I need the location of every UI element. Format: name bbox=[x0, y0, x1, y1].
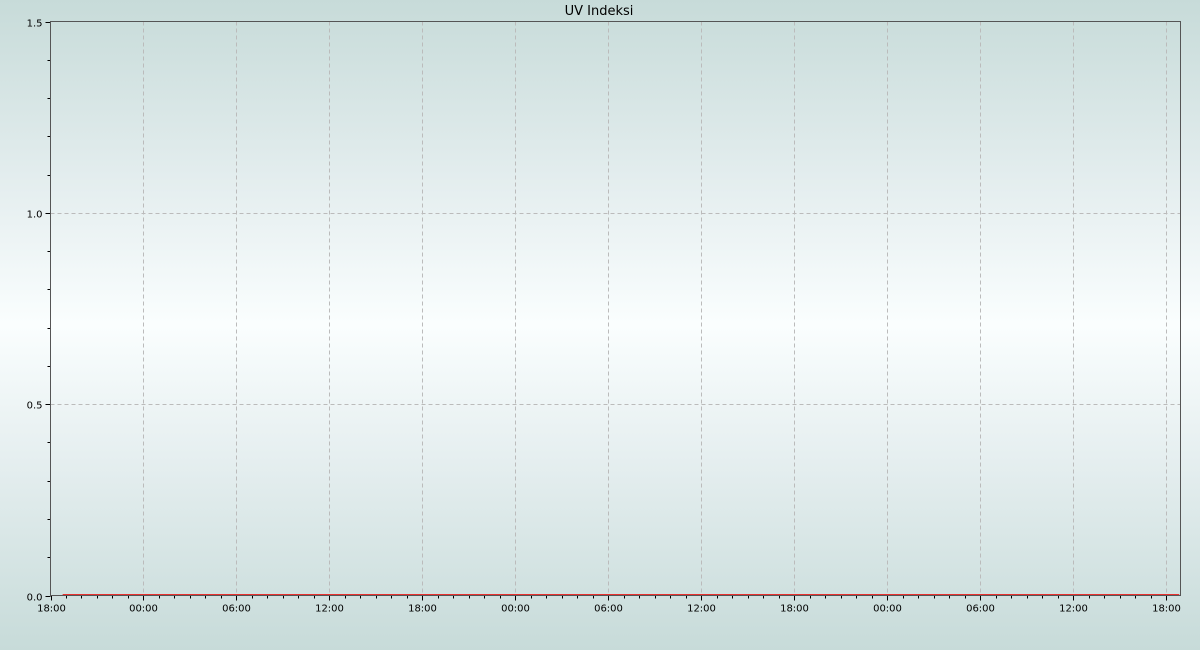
chart-title: UV Indeksi bbox=[565, 4, 634, 19]
x-tick-label: 06:00 bbox=[222, 604, 251, 615]
ticks: 18:00 00:00 06:00 12:00 18:00 00:00 06:00 12:00… bbox=[27, 19, 1181, 615]
x-tick-label: 18:00 bbox=[1152, 604, 1181, 615]
plot-frame bbox=[50, 21, 1181, 596]
x-tick-label: 06:00 bbox=[594, 604, 623, 615]
x-tick-label: 00:00 bbox=[129, 604, 158, 615]
x-tick-label: 18:00 bbox=[37, 604, 66, 615]
y-tick-label: 0.0 bbox=[27, 593, 43, 604]
x-tick-label: 18:00 bbox=[408, 604, 437, 615]
y-tick-label: 0.5 bbox=[27, 401, 43, 412]
x-tick-label: 12:00 bbox=[1059, 604, 1088, 615]
x-tick-label: 06:00 bbox=[966, 604, 995, 615]
x-tick-label: 12:00 bbox=[687, 604, 716, 615]
x-tick-label: 00:00 bbox=[501, 604, 530, 615]
y-tick-label: 1.5 bbox=[27, 19, 43, 30]
x-tick-label: 18:00 bbox=[780, 604, 809, 615]
grid bbox=[50, 21, 1181, 596]
x-tick-label: 00:00 bbox=[873, 604, 902, 615]
y-tick-label: 1.0 bbox=[27, 210, 43, 221]
x-tick-label: 12:00 bbox=[315, 604, 344, 615]
